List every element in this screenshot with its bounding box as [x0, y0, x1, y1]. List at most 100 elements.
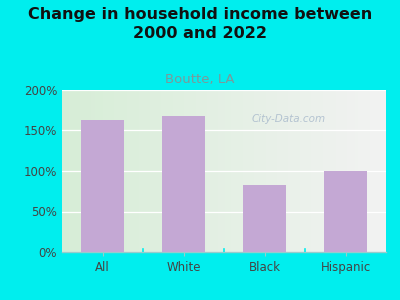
Bar: [130, 90, 132, 252]
Bar: [176, 90, 178, 252]
Bar: [217, 90, 218, 252]
Bar: [72, 90, 73, 252]
Bar: [234, 90, 236, 252]
Bar: [205, 90, 207, 252]
Bar: [112, 90, 114, 252]
Bar: [292, 90, 293, 252]
Bar: [334, 90, 336, 252]
Bar: [272, 90, 274, 252]
Bar: [98, 90, 100, 252]
Bar: [173, 90, 174, 252]
Bar: [365, 90, 366, 252]
Bar: [132, 90, 134, 252]
Bar: [371, 90, 373, 252]
Bar: [186, 90, 187, 252]
Bar: [324, 171, 366, 252]
Bar: [103, 90, 104, 252]
Bar: [223, 90, 225, 252]
Bar: [156, 90, 158, 252]
Bar: [152, 90, 153, 252]
Bar: [85, 90, 86, 252]
Bar: [129, 90, 130, 252]
Bar: [150, 90, 152, 252]
Bar: [313, 90, 314, 252]
Bar: [378, 90, 380, 252]
Bar: [147, 90, 148, 252]
Bar: [80, 90, 82, 252]
Bar: [228, 90, 230, 252]
Bar: [191, 90, 192, 252]
Bar: [262, 90, 264, 252]
Bar: [230, 90, 231, 252]
Bar: [171, 90, 173, 252]
Bar: [121, 90, 122, 252]
Bar: [161, 90, 163, 252]
Bar: [111, 90, 112, 252]
Bar: [363, 90, 365, 252]
Bar: [179, 90, 181, 252]
Bar: [244, 185, 286, 252]
Bar: [192, 90, 194, 252]
Bar: [148, 90, 150, 252]
Bar: [303, 90, 304, 252]
Bar: [199, 90, 200, 252]
Bar: [210, 90, 212, 252]
Bar: [174, 90, 176, 252]
Bar: [75, 90, 77, 252]
Bar: [336, 90, 337, 252]
Bar: [370, 90, 371, 252]
Bar: [96, 90, 98, 252]
Bar: [373, 90, 375, 252]
Bar: [126, 90, 127, 252]
Bar: [122, 90, 124, 252]
Bar: [90, 90, 91, 252]
Bar: [178, 90, 179, 252]
Bar: [212, 90, 214, 252]
Bar: [332, 90, 334, 252]
Bar: [252, 90, 254, 252]
Text: Boutte, LA: Boutte, LA: [165, 74, 235, 86]
Bar: [196, 90, 197, 252]
Bar: [386, 90, 388, 252]
Bar: [362, 90, 363, 252]
Bar: [319, 90, 321, 252]
Bar: [376, 90, 378, 252]
Bar: [261, 90, 262, 252]
Bar: [127, 90, 129, 252]
Bar: [298, 90, 300, 252]
Bar: [163, 90, 164, 252]
Bar: [158, 90, 160, 252]
Bar: [182, 90, 184, 252]
Bar: [184, 90, 186, 252]
Bar: [238, 90, 240, 252]
Bar: [215, 90, 217, 252]
Bar: [244, 90, 246, 252]
Bar: [278, 90, 280, 252]
Bar: [73, 90, 75, 252]
Bar: [314, 90, 316, 252]
Bar: [264, 90, 266, 252]
Bar: [380, 90, 381, 252]
Bar: [329, 90, 331, 252]
Bar: [168, 90, 170, 252]
Bar: [202, 90, 204, 252]
Bar: [220, 90, 222, 252]
Bar: [267, 90, 269, 252]
Bar: [200, 90, 202, 252]
Bar: [322, 90, 324, 252]
Bar: [187, 90, 189, 252]
Bar: [68, 90, 70, 252]
Bar: [91, 90, 93, 252]
Bar: [246, 90, 248, 252]
Bar: [77, 90, 78, 252]
Bar: [288, 90, 290, 252]
Bar: [304, 90, 306, 252]
Bar: [83, 90, 85, 252]
Bar: [290, 90, 292, 252]
Bar: [93, 90, 94, 252]
Bar: [189, 90, 191, 252]
Bar: [384, 90, 386, 252]
Bar: [153, 90, 155, 252]
Bar: [344, 90, 345, 252]
Bar: [360, 90, 362, 252]
